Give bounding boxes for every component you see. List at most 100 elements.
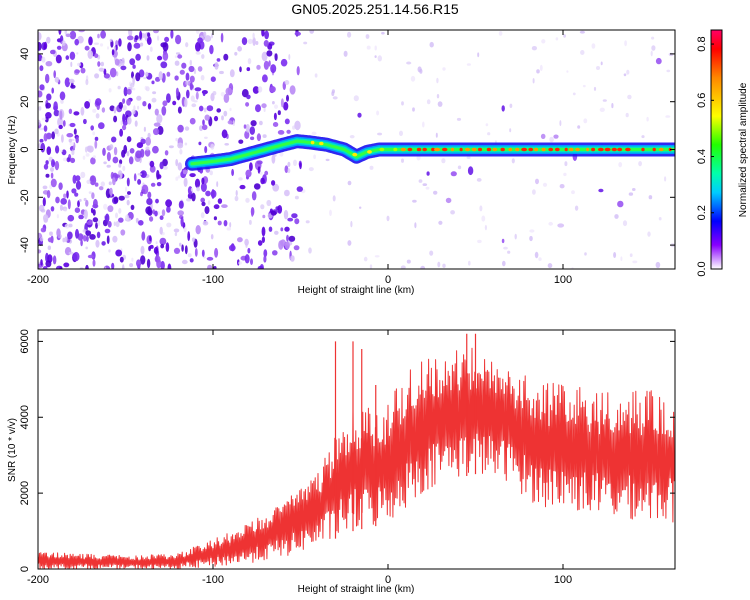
noise-blob — [90, 157, 96, 165]
noise-blob — [628, 192, 634, 196]
noise-blob — [420, 265, 426, 269]
noise-blob — [477, 52, 480, 58]
noise-blob — [485, 123, 489, 127]
noise-blob — [204, 136, 208, 139]
y-tick-label: -20 — [19, 189, 31, 205]
noise-blob — [296, 66, 300, 76]
noise-blob — [68, 223, 73, 228]
noise-blob — [406, 259, 411, 264]
noise-blob — [41, 56, 46, 63]
colorbar-label: Normalized spectral amplitude — [738, 82, 749, 217]
noise-blob — [63, 262, 70, 268]
noise-blob — [97, 33, 100, 39]
noise-blob — [119, 256, 124, 263]
noise-blob — [39, 84, 45, 91]
noise-blob — [299, 162, 302, 170]
noise-blob — [127, 191, 131, 195]
noise-blob — [70, 61, 73, 67]
noise-blob — [602, 99, 607, 102]
noise-blob — [88, 191, 92, 194]
noise-blob — [85, 246, 88, 250]
noise-blob — [145, 137, 151, 146]
noise-blob — [665, 115, 671, 118]
noise-blob — [422, 121, 425, 128]
noise-blob — [277, 130, 285, 135]
noise-blob — [133, 173, 137, 182]
noise-blob — [213, 266, 217, 269]
noise-blob — [86, 179, 91, 184]
noise-blob — [564, 161, 568, 167]
noise-blob — [502, 260, 506, 267]
noise-blob — [38, 127, 44, 131]
colorbar-tick-label: 0.6 — [696, 93, 708, 108]
noise-blob — [128, 30, 133, 37]
noise-blob — [245, 197, 250, 203]
noise-blob — [280, 227, 284, 232]
noise-blob — [156, 182, 162, 187]
y-tick-label: 6000 — [19, 329, 31, 353]
noise-blob — [579, 30, 586, 34]
noise-blob — [126, 136, 132, 143]
noise-blob — [183, 177, 188, 187]
noise-blob — [136, 142, 144, 149]
noise-blob — [611, 103, 614, 109]
noise-blob — [262, 74, 268, 83]
noise-blob — [50, 167, 54, 172]
noise-blob — [113, 221, 116, 227]
noise-blob — [547, 263, 553, 269]
noise-blob — [632, 188, 636, 191]
noise-blob — [166, 222, 172, 228]
noise-blob — [177, 124, 184, 133]
noise-blob — [175, 52, 181, 55]
noise-blob — [188, 65, 195, 73]
noise-blob — [257, 86, 263, 93]
noise-blob — [108, 181, 112, 186]
noise-blob — [532, 78, 535, 84]
noise-blob — [363, 256, 368, 262]
noise-blob — [436, 77, 439, 84]
y-tick-label: 40 — [19, 48, 31, 60]
noise-blob — [103, 203, 108, 210]
noise-blob — [88, 36, 93, 46]
noise-blob — [509, 128, 512, 133]
noise-blob — [450, 171, 457, 177]
noise-blob — [274, 53, 278, 61]
noise-blob — [211, 189, 215, 199]
noise-blob — [118, 217, 124, 223]
noise-blob — [118, 102, 123, 109]
noise-blob — [162, 165, 168, 170]
noise-blob — [115, 212, 118, 219]
noise-blob — [259, 120, 263, 126]
noise-blob — [243, 124, 247, 129]
noise-blob — [359, 206, 362, 209]
noise-blob — [641, 135, 645, 139]
noise-blob — [72, 174, 77, 184]
noise-blob — [38, 32, 42, 41]
noise-blob — [83, 235, 87, 242]
noise-blob — [272, 122, 279, 127]
noise-blob — [120, 65, 127, 71]
noise-blob — [252, 37, 256, 46]
noise-blob — [100, 61, 105, 67]
noise-blob — [277, 110, 281, 116]
noise-blob — [184, 126, 190, 131]
noise-blob — [66, 133, 74, 138]
noise-blob — [78, 198, 82, 202]
ridge-peak — [400, 147, 406, 152]
noise-blob — [177, 54, 183, 59]
colorbar: 0.0 0.2 0.4 0.6 0.8 Normalized spectral ampl… — [696, 29, 749, 277]
noise-blob — [468, 260, 471, 266]
noise-blob — [629, 253, 633, 257]
noise-blob — [53, 101, 58, 112]
noise-blob — [147, 103, 152, 110]
ridge-peak — [611, 147, 617, 152]
noise-blob — [166, 206, 171, 213]
noise-blob — [191, 103, 197, 108]
noise-blob — [257, 265, 264, 269]
noise-blob — [177, 210, 184, 216]
noise-blob — [436, 94, 440, 99]
noise-blob — [194, 248, 198, 257]
noise-blob — [591, 43, 596, 49]
noise-blob — [126, 98, 131, 106]
noise-blob — [255, 104, 261, 113]
